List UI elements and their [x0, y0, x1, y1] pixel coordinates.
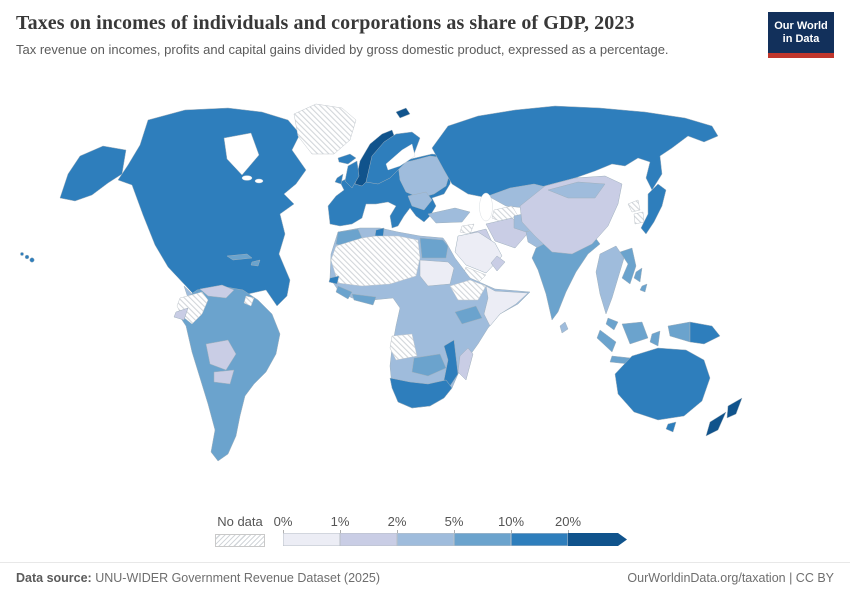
region-west-new-guinea[interactable] — [667, 321, 691, 343]
owid-logo-line2: in Data — [782, 32, 820, 45]
region-australia[interactable] — [614, 347, 711, 421]
region-venezuela[interactable] — [199, 284, 235, 299]
region-bolivia[interactable] — [205, 339, 237, 371]
legend-no-data-label: No data — [217, 514, 263, 529]
region-uk[interactable] — [344, 160, 360, 189]
region-ghana-ivory-coast[interactable] — [351, 293, 377, 306]
region-papua-new-guinea[interactable] — [689, 321, 721, 345]
lake-great-lakes-2 — [254, 178, 264, 184]
region-cuba[interactable] — [226, 253, 253, 261]
legend-tick-2: 2% — [387, 514, 407, 529]
footer: Data source: UNU-WIDER Government Revenu… — [16, 571, 834, 585]
legend-segments — [283, 530, 627, 546]
region-egypt[interactable] — [419, 237, 449, 259]
region-vietnam[interactable] — [619, 247, 637, 285]
owid-logo-box: Our World in Data — [768, 12, 834, 53]
region-balkans[interactable] — [407, 191, 433, 211]
region-svalbard[interactable] — [395, 107, 411, 119]
region-zambia-zimbabwe[interactable] — [411, 353, 447, 377]
region-borneo[interactable] — [621, 321, 649, 345]
legend-tick-5: 5% — [444, 514, 464, 529]
legend-color-bar: 0% 1% 2% 5% 10% 20% — [274, 514, 627, 546]
region-alaska[interactable] — [59, 145, 127, 202]
legend-bin-2-5[interactable] — [397, 533, 454, 546]
legend-bin-1-2[interactable] — [340, 533, 397, 546]
owid-logo[interactable]: Our World in Data — [768, 12, 834, 58]
owid-logo-accent-bar — [768, 53, 834, 58]
region-sumatra[interactable] — [596, 329, 617, 353]
chart-subtitle: Tax revenue on incomes, profits and capi… — [16, 42, 669, 57]
legend-tick-20: 20% — [554, 514, 582, 529]
data-source-text: UNU-WIDER Government Revenue Dataset (20… — [91, 571, 381, 585]
lake-great-lakes — [241, 175, 253, 181]
region-greenland[interactable] — [293, 103, 357, 155]
sea-caspian — [479, 192, 493, 222]
legend-bin-5-10[interactable] — [454, 533, 511, 546]
region-senegal[interactable] — [328, 275, 340, 285]
region-somalia[interactable] — [483, 285, 529, 327]
region-guinea-coast[interactable] — [335, 285, 353, 300]
footer-divider — [0, 562, 850, 563]
region-ireland[interactable] — [334, 173, 344, 185]
legend-tick-0: 0% — [273, 514, 293, 529]
legend-bin-0-1[interactable] — [283, 533, 340, 546]
region-sahara-band[interactable] — [330, 235, 421, 287]
region-south-korea[interactable] — [633, 211, 645, 225]
region-ecuador[interactable] — [173, 307, 189, 321]
region-iceland[interactable] — [337, 153, 357, 165]
region-suriname[interactable] — [243, 295, 255, 307]
region-japan[interactable] — [640, 183, 667, 235]
region-paraguay[interactable] — [213, 369, 235, 385]
legend-no-data[interactable]: No data — [215, 514, 265, 547]
region-sri-lanka[interactable] — [559, 321, 569, 334]
region-southern-africa[interactable] — [389, 377, 453, 409]
region-ethiopia[interactable] — [449, 279, 487, 301]
legend-tick-labels: 0% 1% 2% 5% 10% 20% — [274, 514, 627, 530]
region-malaysia[interactable] — [605, 317, 619, 331]
region-oman[interactable] — [490, 255, 506, 272]
region-myanmar-thailand[interactable] — [595, 245, 625, 315]
region-north-korea[interactable] — [627, 199, 641, 213]
owid-logo-line1: Our World — [774, 19, 828, 32]
region-philippines[interactable] — [633, 267, 648, 293]
legend-tick-10: 10% — [497, 514, 525, 529]
region-hispaniola[interactable] — [250, 259, 261, 267]
region-angola[interactable] — [389, 333, 418, 361]
region-new-zealand[interactable] — [705, 397, 743, 437]
region-canada-usa[interactable] — [117, 107, 307, 307]
region-turkey[interactable] — [427, 207, 471, 224]
region-eastern-europe[interactable] — [397, 155, 451, 199]
region-uganda-kenya[interactable] — [454, 305, 483, 325]
region-tasmania[interactable] — [665, 421, 677, 433]
region-sulawesi[interactable] — [649, 330, 661, 347]
data-source: Data source: UNU-WIDER Government Revenu… — [16, 571, 380, 585]
header: Taxes on incomes of individuals and corp… — [16, 12, 834, 58]
region-sudan[interactable] — [419, 259, 455, 287]
world-map — [0, 86, 850, 510]
page-title: Taxes on incomes of individuals and corp… — [16, 12, 635, 34]
legend-bin-20-plus[interactable] — [568, 533, 627, 546]
legend-tick-1: 1% — [330, 514, 350, 529]
region-hawaii[interactable] — [20, 252, 35, 263]
data-source-label: Data source: — [16, 571, 92, 585]
region-madagascar[interactable] — [457, 347, 474, 381]
legend-bin-10-20[interactable] — [511, 533, 568, 546]
legend-no-data-swatch — [215, 534, 265, 547]
sea-baltic — [385, 143, 416, 171]
world-map-svg — [20, 103, 743, 462]
footer-link[interactable]: OurWorldinData.org/taxation | CC BY — [627, 571, 834, 585]
region-mongolia[interactable] — [547, 181, 606, 199]
